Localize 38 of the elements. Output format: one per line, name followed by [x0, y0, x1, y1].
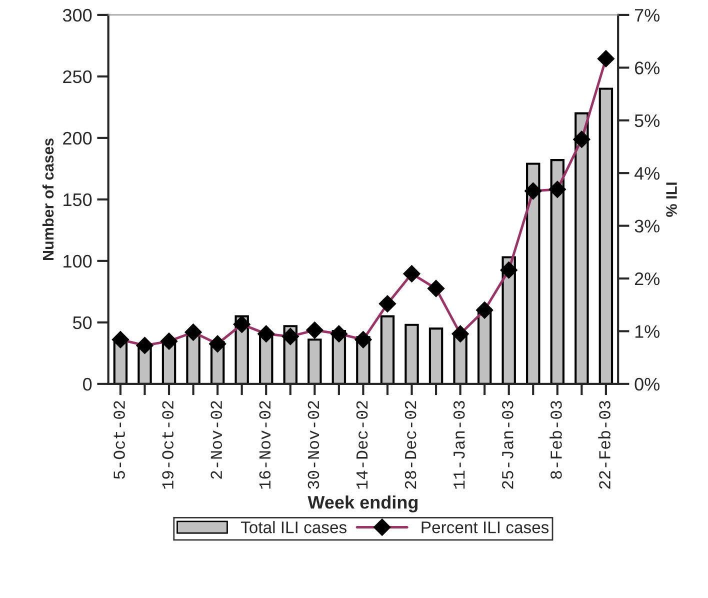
- x-tick-label: 30-Nov-02: [308, 401, 320, 489]
- legend-label: Total ILI cases: [240, 521, 346, 534]
- x-tick-label: 11-Jan-03: [453, 400, 465, 489]
- x-tick-label: 28-Dec-02: [404, 401, 416, 489]
- x-tick-label: 19-Oct-02: [162, 401, 174, 489]
- y2-tick-label: 6%: [634, 62, 660, 74]
- x-tick-label: 22-Feb-03: [598, 400, 610, 489]
- y2-tick-label: 0%: [634, 378, 660, 391]
- y2-axis-title: % ILI: [666, 182, 677, 217]
- bar: [428, 328, 444, 384]
- bar: [598, 88, 614, 384]
- y2-tick-label: 2%: [634, 272, 660, 286]
- y2-tick-label: 4%: [634, 167, 660, 180]
- y-tick-label: 0: [83, 378, 92, 391]
- y-tick-label: 250: [63, 70, 92, 84]
- x-tick-label: 14-Dec-02: [356, 401, 368, 489]
- bar: [550, 159, 565, 384]
- y-tick-label: 100: [64, 254, 92, 268]
- y2-tick-label: 1%: [635, 325, 660, 338]
- x-tick-label: 25-Jan-03: [502, 400, 514, 489]
- bar: [574, 112, 589, 384]
- bar: [404, 324, 419, 384]
- y2-tick-label: 7%: [634, 8, 660, 22]
- y-axis-title: Number of cases: [42, 138, 54, 260]
- x-axis-title: Week ending: [308, 495, 418, 512]
- y2-tick-label: 5%: [634, 114, 660, 128]
- bar: [380, 315, 395, 384]
- y-tick-label: 200: [63, 132, 92, 145]
- y-tick-label: 300: [62, 8, 92, 22]
- x-tick-label: 2-Nov-02: [210, 401, 222, 479]
- bar: [526, 162, 540, 384]
- x-tick-label: 8-Feb-03: [550, 400, 562, 479]
- y-tick-label: 50: [72, 316, 92, 330]
- y-tick-label: 150: [64, 193, 92, 206]
- x-tick-label: 16-Nov-02: [259, 401, 271, 489]
- x-tick-label: 5-Oct-02: [114, 401, 125, 479]
- legend-label: Percent ILI cases: [422, 522, 549, 534]
- y2-tick-label: 3%: [634, 220, 660, 233]
